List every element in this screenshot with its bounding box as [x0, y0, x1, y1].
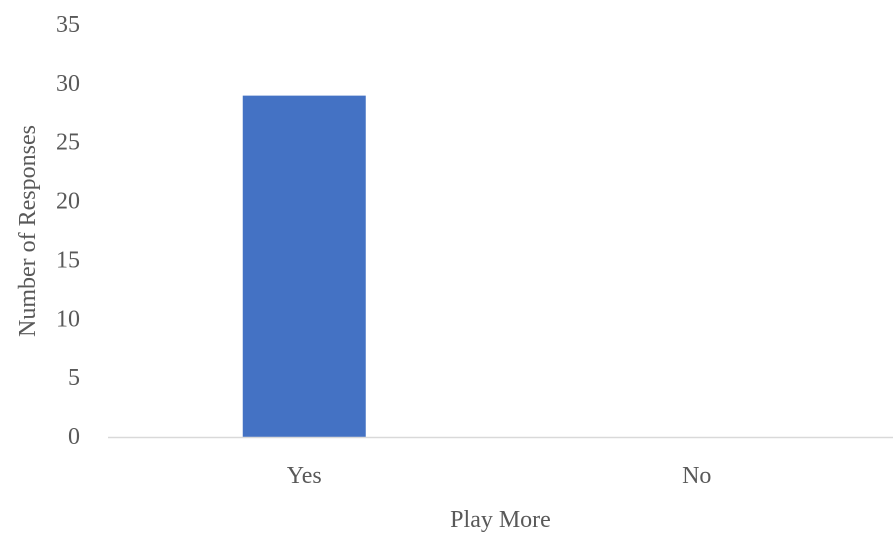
- y-axis-ticks: 0 5 10 15 20 25 30 35: [56, 12, 80, 450]
- x-axis-ticks: Yes No: [287, 463, 712, 489]
- x-tick-label: Yes: [287, 463, 322, 489]
- y-tick-label: 25: [56, 130, 80, 156]
- y-tick-label: 5: [68, 365, 80, 391]
- x-tick-label: No: [682, 463, 711, 489]
- y-tick-label: 35: [56, 12, 80, 38]
- x-axis-title: Play More: [450, 507, 551, 533]
- y-tick-label: 0: [68, 424, 80, 450]
- y-tick-label: 20: [56, 189, 80, 215]
- y-axis-title: Number of Responses: [15, 125, 41, 337]
- y-tick-label: 10: [56, 306, 80, 332]
- bars: [242, 95, 366, 437]
- bar-yes: [242, 95, 366, 437]
- y-tick-label: 15: [56, 247, 80, 273]
- y-tick-label: 30: [56, 71, 80, 97]
